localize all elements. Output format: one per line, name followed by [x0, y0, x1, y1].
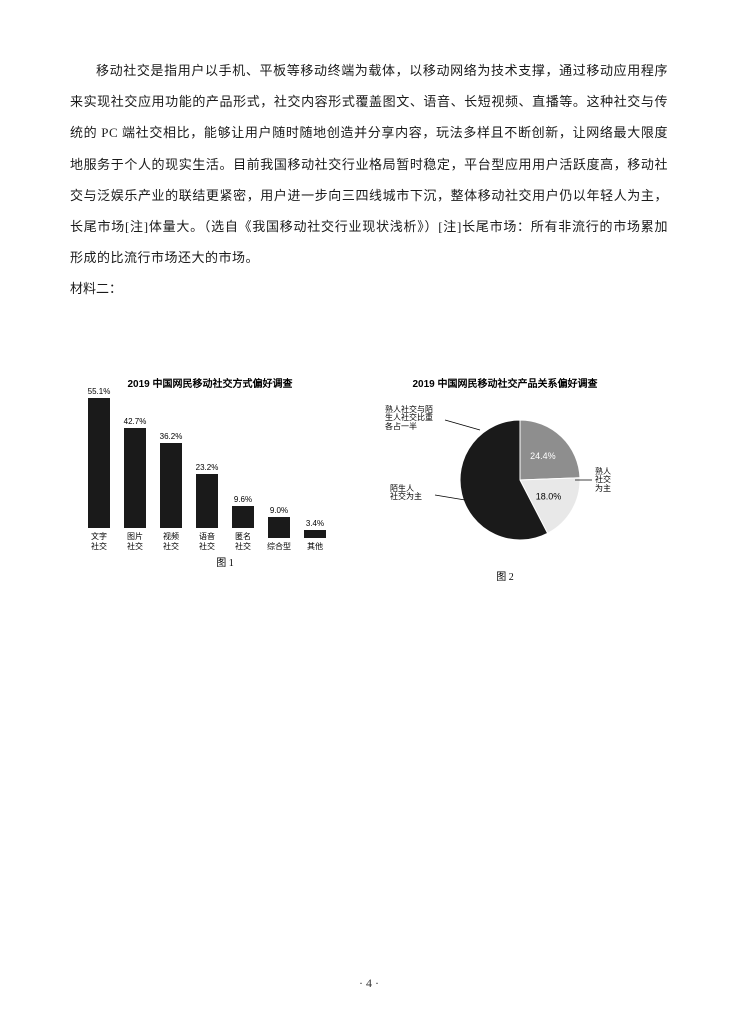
- bar-rect: [232, 506, 254, 529]
- pie-chart-title: 2019 中国网民移动社交产品关系偏好调查: [370, 375, 640, 390]
- bar-label: 匿名社交: [235, 532, 251, 551]
- bar-label: 图片社交: [127, 532, 143, 551]
- document-page: 移动社交是指用户以手机、平板等移动终端为载体，以移动网络为技术支撑，通过移动应用…: [0, 0, 738, 1021]
- bar-group: 9.6% 匿名社交: [228, 495, 258, 552]
- bar-rect: [304, 530, 326, 538]
- bar-group: 42.7% 图片社交: [120, 417, 150, 552]
- bar-chart: 2019 中国网民移动社交方式偏好调查 55.1% 文字社交 42.7% 图片社交 36…: [80, 375, 340, 569]
- bar-group: 55.1% 文字社交: [84, 387, 114, 551]
- bar-value: 23.2%: [196, 463, 219, 472]
- bar-group: 9.0% 综合型: [264, 506, 294, 552]
- page-number: · 4 ·: [0, 976, 738, 991]
- bar-label: 文字社交: [91, 532, 107, 551]
- bar-value: 3.4%: [306, 519, 324, 528]
- bar-label: 语音社交: [199, 532, 215, 551]
- charts-row: 2019 中国网民移动社交方式偏好调查 55.1% 文字社交 42.7% 图片社交 36…: [70, 375, 668, 583]
- pie-slice-label: 熟人社交与陌生人社交比重各占一半: [385, 406, 433, 432]
- body-paragraph: 移动社交是指用户以手机、平板等移动终端为载体，以移动网络为技术支撑，通过移动应用…: [70, 55, 668, 273]
- pie-chart-caption: 图 2: [370, 568, 640, 583]
- bar-rect: [268, 517, 290, 538]
- bar-group: 36.2% 视频社交: [156, 432, 186, 552]
- bar-value: 9.0%: [270, 506, 288, 515]
- pie-leader-line: [435, 495, 465, 500]
- pie-chart: 2019 中国网民移动社交产品关系偏好调查 24.4% 18.0% 熟人社交与陌生…: [370, 375, 640, 583]
- bar-value: 55.1%: [88, 387, 111, 396]
- bar-label: 其他: [307, 542, 323, 552]
- bar-rect: [88, 398, 110, 528]
- bar-rect: [160, 443, 182, 528]
- pie-svg-wrap: 24.4% 18.0% 熟人社交与陌生人社交比重各占一半陌生人社交为主 熟人社交为主: [370, 400, 640, 560]
- bar-value: 42.7%: [124, 417, 147, 426]
- bar-chart-title: 2019 中国网民移动社交方式偏好调查: [80, 375, 340, 390]
- bar-label: 视频社交: [163, 532, 179, 551]
- bar-label: 综合型: [267, 542, 291, 552]
- bar-rect: [196, 474, 218, 529]
- bar-group: 3.4% 其他: [300, 519, 330, 552]
- bar-chart-caption: 图 1: [110, 554, 340, 569]
- pie-slice-label: 陌生人社交为主: [390, 485, 422, 503]
- bars-area: 55.1%文字社交42.7%图片社交36.2%视频社交23.2%语音社交9.6%…: [80, 402, 340, 552]
- pie-slice-value: 18.0%: [536, 491, 562, 501]
- pie-slice: [520, 420, 580, 480]
- material-label: 材料二：: [70, 273, 668, 304]
- pie-slice-value: 24.4%: [530, 451, 556, 461]
- bar-value: 9.6%: [234, 495, 252, 504]
- bar-value: 36.2%: [160, 432, 183, 441]
- pie-leader-line: [445, 420, 480, 430]
- bar-rect: [124, 428, 146, 529]
- bar-group: 23.2% 语音社交: [192, 463, 222, 552]
- pie-slice-label: 熟人社交为主: [595, 468, 611, 494]
